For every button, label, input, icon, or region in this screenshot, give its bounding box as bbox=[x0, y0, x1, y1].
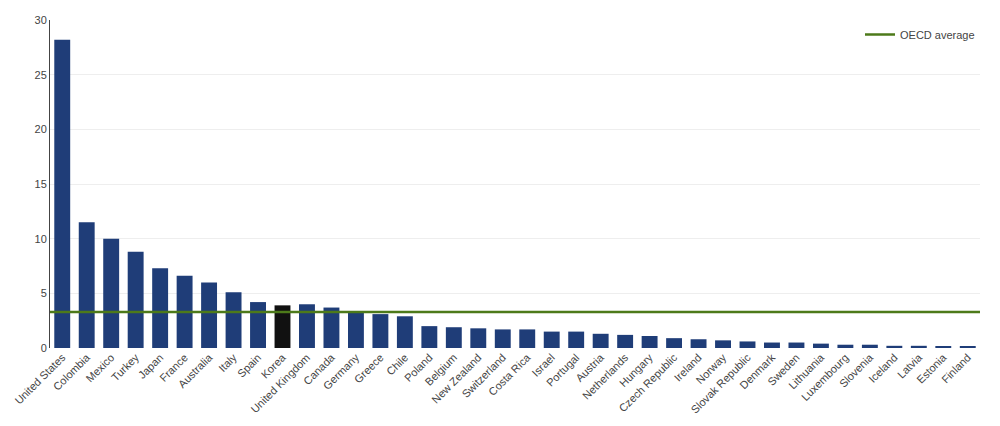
svg-text:10: 10 bbox=[35, 233, 47, 245]
svg-text:30: 30 bbox=[35, 14, 47, 26]
svg-text:5: 5 bbox=[41, 287, 47, 299]
svg-text:Costa Rica: Costa Rica bbox=[486, 351, 533, 398]
svg-text:Norway: Norway bbox=[693, 351, 728, 386]
svg-text:Latvia: Latvia bbox=[895, 351, 925, 381]
svg-text:Ireland: Ireland bbox=[672, 351, 704, 383]
svg-text:Slovenia: Slovenia bbox=[837, 351, 876, 390]
svg-text:Japan: Japan bbox=[136, 351, 166, 381]
svg-text:Chile: Chile bbox=[384, 351, 410, 377]
svg-text:Netherlands: Netherlands bbox=[580, 351, 631, 402]
svg-text:Australia: Australia bbox=[176, 351, 215, 390]
svg-text:Germany: Germany bbox=[321, 351, 362, 392]
svg-text:Turkey: Turkey bbox=[109, 351, 141, 383]
svg-text:Korea: Korea bbox=[259, 351, 289, 381]
svg-text:Lithuania: Lithuania bbox=[786, 351, 827, 392]
svg-text:Finland: Finland bbox=[939, 351, 973, 385]
svg-text:Iceland: Iceland bbox=[866, 351, 900, 385]
svg-text:Slovak Republic: Slovak Republic bbox=[689, 351, 754, 416]
svg-text:20: 20 bbox=[35, 123, 47, 135]
svg-text:Czech Republic: Czech Republic bbox=[616, 351, 679, 414]
svg-text:Portugal: Portugal bbox=[544, 351, 581, 388]
svg-text:Italy: Italy bbox=[216, 351, 239, 374]
svg-text:Hungary: Hungary bbox=[617, 351, 655, 389]
svg-text:France: France bbox=[157, 351, 190, 384]
svg-text:Greece: Greece bbox=[352, 351, 386, 385]
svg-text:Austria: Austria bbox=[573, 351, 606, 384]
svg-text:Israel: Israel bbox=[530, 351, 558, 379]
svg-text:United Kingdom: United Kingdom bbox=[248, 351, 312, 415]
svg-text:Denmark: Denmark bbox=[737, 351, 777, 391]
svg-text:Belgium: Belgium bbox=[423, 351, 460, 388]
svg-text:New Zealand: New Zealand bbox=[429, 351, 483, 405]
svg-text:0: 0 bbox=[41, 342, 47, 354]
svg-text:United States: United States bbox=[12, 351, 68, 407]
svg-text:Sweden: Sweden bbox=[765, 351, 802, 388]
svg-text:Estonia: Estonia bbox=[914, 351, 949, 386]
svg-text:15: 15 bbox=[35, 178, 47, 190]
svg-text:Colombia: Colombia bbox=[51, 351, 93, 393]
svg-text:25: 25 bbox=[35, 69, 47, 81]
svg-text:Spain: Spain bbox=[235, 351, 263, 379]
svg-text:Canada: Canada bbox=[301, 351, 337, 387]
svg-text:Switzerland: Switzerland bbox=[459, 351, 508, 400]
svg-text:Luxembourg: Luxembourg bbox=[799, 351, 851, 403]
svg-text:Mexico: Mexico bbox=[83, 351, 116, 384]
svg-text:OECD average: OECD average bbox=[900, 29, 975, 41]
svg-text:Poland: Poland bbox=[402, 351, 435, 384]
